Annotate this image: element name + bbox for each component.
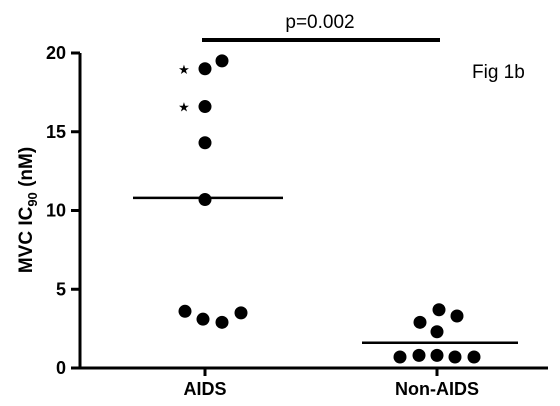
data-point (467, 350, 481, 364)
star-marker: ★ (178, 101, 190, 116)
data-point (450, 309, 464, 323)
data-point (393, 350, 407, 364)
y-axis-title-main: MVC IC (16, 206, 37, 273)
y-tick-label: 0 (56, 358, 66, 378)
y-axis-title-unit: (nM) (16, 147, 37, 192)
data-point (196, 312, 210, 326)
labels-group: Fig 1b p=0.002 MVC IC90 (nM) (16, 12, 525, 273)
significance-label: p=0.002 (285, 12, 354, 33)
figure-label: Fig 1b (472, 62, 525, 83)
x-tick-label: Non-AIDS (395, 379, 479, 399)
data-point (198, 62, 212, 76)
star-marker: ★ (178, 63, 190, 78)
data-point (178, 304, 192, 318)
data-point (215, 315, 229, 329)
y-tick-label: 20 (46, 43, 66, 63)
y-tick-label: 15 (46, 122, 66, 142)
y-tick-label: 10 (46, 201, 66, 221)
axes-group: 0 5 10 15 20 AIDS Non-AIDS (46, 38, 548, 399)
data-point (412, 348, 426, 362)
data-point (413, 315, 427, 329)
data-point (448, 350, 462, 364)
data-point (234, 306, 248, 320)
data-point (198, 136, 212, 150)
data-point (198, 192, 212, 206)
marks-group: ★★ (133, 54, 518, 364)
data-point (432, 303, 446, 317)
data-point (430, 348, 444, 362)
x-tick-label: AIDS (183, 379, 226, 399)
data-point (198, 100, 212, 114)
y-axis-title: MVC IC90 (nM) (16, 147, 40, 273)
data-point (430, 325, 444, 339)
data-point (215, 54, 229, 68)
y-tick-label: 5 (56, 279, 66, 299)
y-axis-title-subscript: 90 (25, 192, 40, 206)
